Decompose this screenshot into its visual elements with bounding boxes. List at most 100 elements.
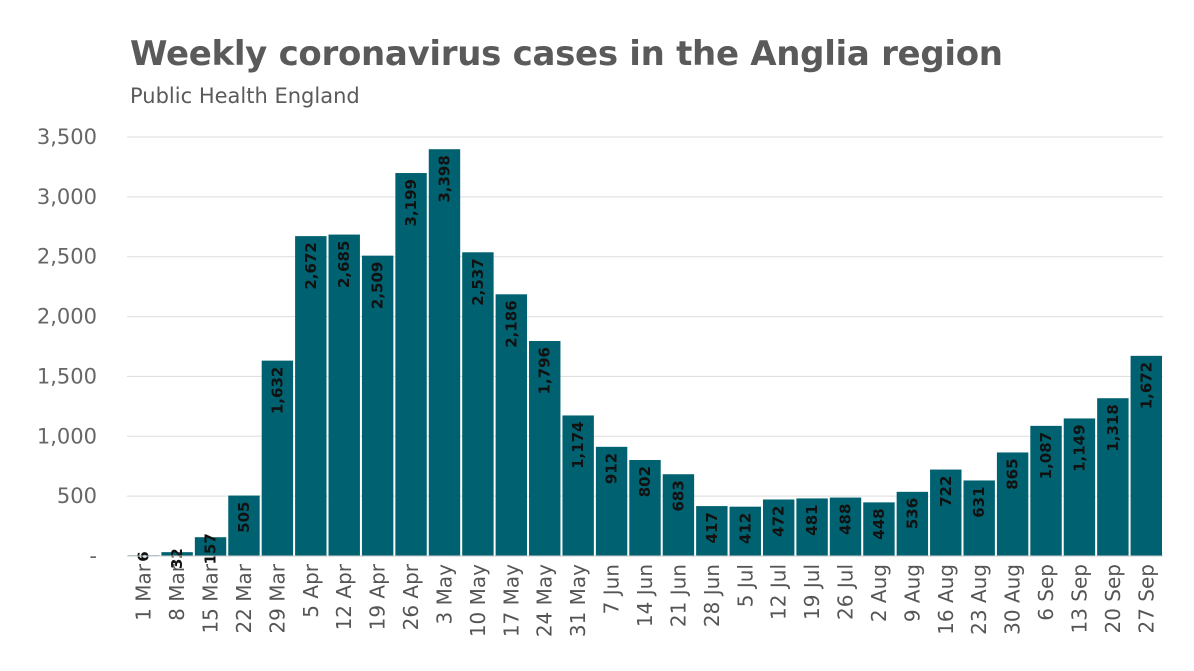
y-tick-label: 2,000 <box>37 305 97 329</box>
bar <box>228 495 260 556</box>
data-label: 1,149 <box>1070 424 1088 471</box>
bar <box>729 506 761 556</box>
x-tick-label: 23 Aug <box>967 564 991 635</box>
x-tick-label: 29 Mar <box>265 563 289 633</box>
x-tick-label: 7 Jun <box>600 564 624 614</box>
x-tick-label: 16 Aug <box>934 564 958 635</box>
bar <box>796 498 828 556</box>
x-tick-label: 5 Apr <box>299 563 323 617</box>
x-tick-label: 28 Jun <box>700 564 724 627</box>
x-tick-label: 20 Sep <box>1101 564 1125 634</box>
data-label: 481 <box>803 504 821 535</box>
x-tick-label: 27 Sep <box>1134 564 1158 634</box>
x-tick-label: 9 Aug <box>900 564 924 622</box>
data-label: 1,632 <box>268 367 286 414</box>
data-label: 6 <box>135 551 153 561</box>
bar <box>662 474 695 556</box>
data-label: 1,318 <box>1104 404 1122 451</box>
y-tick-label: 1,500 <box>37 364 97 388</box>
data-label: 1,796 <box>536 347 554 394</box>
bar <box>395 173 427 556</box>
y-tick-label: - <box>89 544 97 568</box>
bar <box>261 360 294 556</box>
data-label: 488 <box>837 504 855 535</box>
bar <box>930 469 962 556</box>
data-label: 912 <box>603 453 621 484</box>
x-tick-label: 19 Jul <box>800 564 824 620</box>
x-tick-label: 26 Apr <box>399 563 423 630</box>
data-label: 2,672 <box>302 242 320 289</box>
x-tick-label: 6 Sep <box>1034 564 1058 621</box>
y-tick-label: 3,000 <box>37 185 97 209</box>
data-label: 472 <box>770 505 788 536</box>
x-tick-label: 24 May <box>533 564 557 637</box>
chart-subtitle: Public Health England <box>130 84 360 108</box>
chart-title: Weekly coronavirus cases in the Anglia r… <box>130 34 1003 74</box>
x-tick-label: 10 May <box>466 564 490 637</box>
bar <box>562 415 594 556</box>
data-label: 802 <box>636 466 654 497</box>
y-tick-label: 500 <box>57 484 97 508</box>
bar <box>161 552 193 556</box>
bar <box>762 499 795 556</box>
bar <box>462 252 494 556</box>
x-tick-label: 14 Jun <box>633 564 657 627</box>
data-label: 32 <box>168 548 186 569</box>
data-label: 1,087 <box>1037 432 1055 479</box>
bar <box>328 234 360 556</box>
bar <box>295 236 327 557</box>
y-tick-label: 2,500 <box>37 245 97 269</box>
bar <box>595 446 628 556</box>
bar <box>194 537 227 556</box>
bar <box>1097 398 1129 556</box>
x-tick-label: 8 Mar <box>165 563 189 621</box>
data-label: 2,509 <box>369 262 387 309</box>
y-tick-label: 3,500 <box>37 125 97 149</box>
x-tick-label: 3 May <box>432 564 456 625</box>
data-label: 1,174 <box>569 421 587 468</box>
data-label: 631 <box>970 486 988 517</box>
x-tick-label: 22 Mar <box>232 563 256 633</box>
data-label: 157 <box>202 533 220 564</box>
bar <box>1063 418 1096 556</box>
data-label: 536 <box>903 498 921 529</box>
bar <box>1030 425 1062 556</box>
data-label: 683 <box>669 480 687 511</box>
data-label: 722 <box>937 476 955 507</box>
y-tick-label: 1,000 <box>37 424 97 448</box>
bar <box>963 480 995 556</box>
bar <box>529 340 561 556</box>
data-label: 2,685 <box>335 241 353 288</box>
data-label: 2,186 <box>502 300 520 347</box>
bar <box>696 506 728 556</box>
x-tick-label: 30 Aug <box>1001 564 1025 635</box>
x-tick-label: 17 May <box>499 564 523 637</box>
data-label: 2,537 <box>469 258 487 305</box>
x-tick-label: 13 Sep <box>1067 564 1091 634</box>
data-label: 1,672 <box>1137 362 1155 409</box>
data-label: 3,199 <box>402 179 420 226</box>
data-label: 412 <box>736 513 754 544</box>
bar <box>829 497 862 556</box>
x-tick-label: 19 Apr <box>366 563 390 630</box>
bar <box>495 294 528 556</box>
bar <box>361 255 394 557</box>
bar <box>863 502 895 556</box>
x-tick-label: 2 Aug <box>867 564 891 622</box>
x-tick-label: 1 Mar <box>132 563 156 621</box>
bar <box>1130 355 1162 556</box>
x-tick-label: 21 Jun <box>666 564 690 627</box>
x-tick-label: 12 Apr <box>332 563 356 630</box>
data-label: 448 <box>870 508 888 539</box>
x-tick-label: 26 Jul <box>834 564 858 620</box>
data-label: 865 <box>1004 458 1022 489</box>
bar <box>996 452 1029 556</box>
data-label: 505 <box>235 502 253 533</box>
x-tick-label: 31 May <box>566 564 590 637</box>
x-tick-label: 15 Mar <box>199 563 223 633</box>
bar <box>629 459 661 556</box>
x-tick-label: 12 Jul <box>767 564 791 620</box>
data-label: 3,398 <box>435 155 453 202</box>
bar <box>896 491 929 556</box>
